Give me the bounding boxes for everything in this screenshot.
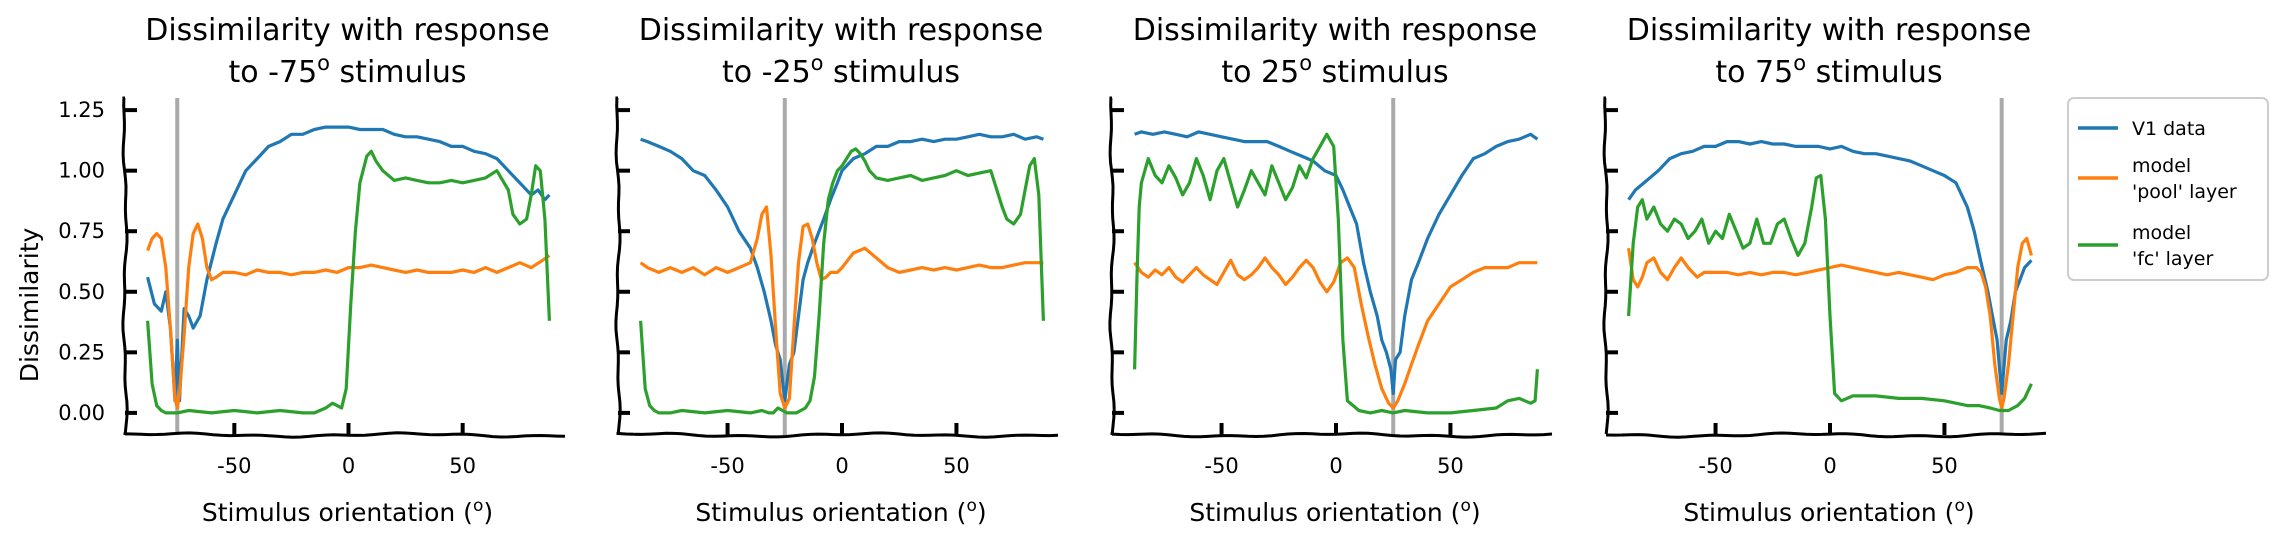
chart-subtitle: to -25o stimulus xyxy=(722,51,960,90)
y-tick-label: 1.25 xyxy=(58,98,105,122)
series-line-v1-data xyxy=(1627,140,2033,396)
x-axis xyxy=(616,431,1059,439)
legend: V1 data model 'pool' layer model 'fc' layer xyxy=(2067,97,2269,281)
y-tick-label: 0.25 xyxy=(58,340,105,364)
x-tick-label: 50 xyxy=(943,454,970,478)
chart-title: Dissimilarity with response xyxy=(1133,13,1537,48)
x-axis xyxy=(1605,431,2047,439)
series-line-fc-layer xyxy=(146,149,551,415)
x-axis-label: Stimulus orientation (o) xyxy=(695,496,986,527)
x-tick-label: 50 xyxy=(1931,454,1958,478)
x-tick-label: 0 xyxy=(1823,454,1836,478)
x-tick-label: -50 xyxy=(710,454,744,478)
y-tick-label: 0.50 xyxy=(58,280,105,304)
x-tick-label: 50 xyxy=(449,454,476,478)
series-line-v1-data xyxy=(1134,130,1539,396)
series-line-fc-layer xyxy=(1627,173,2033,413)
y-tick-label: 1.00 xyxy=(58,159,105,183)
series-line-v1-data xyxy=(640,132,1044,403)
legend-label: 'pool' layer xyxy=(2132,181,2237,203)
series-line-fc-layer xyxy=(1133,132,1539,415)
legend-box xyxy=(2067,97,2269,281)
x-tick-label: 0 xyxy=(1329,454,1342,478)
chart-title: Dissimilarity with response xyxy=(639,13,1043,48)
x-tick-label: 0 xyxy=(342,454,355,478)
chart-title: Dissimilarity with response xyxy=(1627,13,2031,48)
series-line-pool-layer xyxy=(639,205,1044,410)
legend-label: model xyxy=(2132,222,2191,244)
x-axis-label: Stimulus orientation (o) xyxy=(1683,496,1974,527)
chart-title: Dissimilarity with response xyxy=(145,13,549,48)
y-tick-label: 0.00 xyxy=(58,401,105,425)
x-tick-label: -50 xyxy=(1698,454,1732,478)
legend-label: model xyxy=(2132,155,2191,177)
series-line-pool-layer xyxy=(146,222,551,410)
x-axis xyxy=(1110,431,1553,439)
x-tick-label: 0 xyxy=(835,454,848,478)
y-axis xyxy=(1108,96,1116,435)
chart-subtitle: to 25o stimulus xyxy=(1221,51,1448,90)
series-line-pool-layer xyxy=(1133,256,1538,410)
chart-subtitle: to 75o stimulus xyxy=(1715,51,1942,90)
legend-label: V1 data xyxy=(2132,118,2206,140)
series-line-fc-layer xyxy=(639,147,1045,415)
legend-label: 'fc' layer xyxy=(2132,248,2213,270)
x-axis-label: Stimulus orientation (o) xyxy=(202,496,493,527)
y-axis xyxy=(1602,96,1610,435)
y-axis xyxy=(121,96,129,435)
series-line-pool-layer xyxy=(1627,236,2033,410)
chart-subtitle: to -75o stimulus xyxy=(229,51,467,90)
x-tick-label: -50 xyxy=(217,454,251,478)
x-axis-label: Stimulus orientation (o) xyxy=(1189,496,1480,527)
y-axis xyxy=(614,96,622,435)
y-axis-label: Dissimilarity xyxy=(15,228,44,383)
y-tick-label: 0.75 xyxy=(58,219,105,243)
x-tick-label: 50 xyxy=(1437,454,1464,478)
x-tick-label: -50 xyxy=(1204,454,1238,478)
x-axis xyxy=(123,431,566,439)
